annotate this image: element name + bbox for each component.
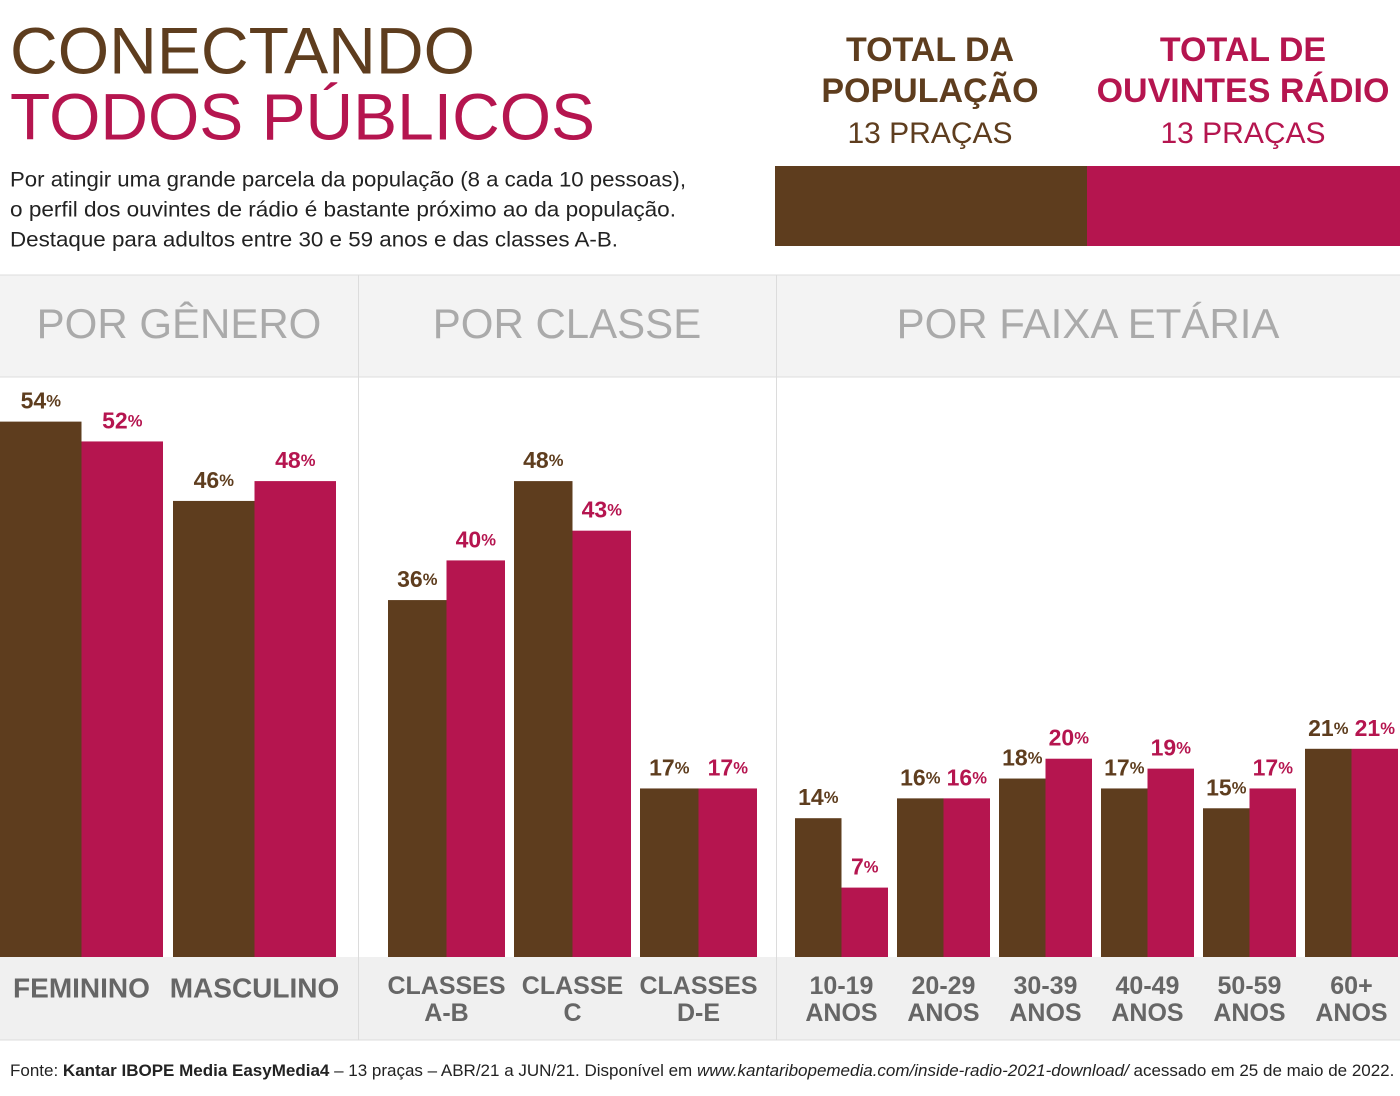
- bar: [446, 560, 505, 957]
- description: o perfil dos ouvintes de rádio é bastant…: [10, 199, 676, 222]
- value-label: 20%: [1049, 725, 1090, 751]
- bar: [1147, 768, 1194, 957]
- footer-part: acessado em 25 de maio de 2022.: [1129, 1061, 1395, 1080]
- value-label: 54%: [21, 388, 62, 414]
- bar: [1249, 788, 1296, 957]
- bar: [514, 481, 573, 957]
- value-label: 21%: [1355, 715, 1396, 741]
- value-label: 46%: [194, 467, 235, 493]
- bar: [173, 500, 255, 957]
- bar: [1101, 788, 1148, 957]
- legend-label: TOTAL DA: [846, 31, 1014, 69]
- value-label: 17%: [1253, 755, 1294, 781]
- x-tick-label: 50-59 ANOS: [1213, 972, 1285, 1027]
- footer-part: Fonte:: [10, 1061, 63, 1080]
- legend-swatch: [1087, 166, 1400, 246]
- value-label: 21%: [1308, 715, 1349, 741]
- footer: Fonte: Kantar IBOPE Media EasyMedia4 – 1…: [10, 1061, 1394, 1080]
- panel-title: POR CLASSE: [433, 300, 701, 347]
- description: Por atingir uma grande parcela da popula…: [10, 169, 686, 192]
- value-label: 19%: [1151, 735, 1192, 761]
- bar: [897, 798, 944, 957]
- bar: [795, 818, 842, 957]
- footer-part: www.kantaribopemedia.com/inside-radio-20…: [697, 1061, 1131, 1080]
- x-tick-label: 10-19 ANOS: [805, 972, 877, 1027]
- value-label: 43%: [582, 497, 623, 523]
- x-tick-label: 60+ ANOS: [1315, 972, 1387, 1027]
- bar: [1045, 758, 1092, 957]
- x-tick-label: 40-49 ANOS: [1111, 972, 1183, 1027]
- panel-title: POR GÊNERO: [37, 300, 322, 347]
- bar: [1351, 748, 1398, 957]
- bar: [0, 421, 82, 958]
- bar: [943, 798, 990, 957]
- value-label: 17%: [649, 755, 690, 781]
- bar: [254, 481, 336, 957]
- x-tick-label: CLASSES D-E: [639, 972, 757, 1027]
- legend-label: POPULAÇÃO: [821, 72, 1038, 110]
- value-label: 15%: [1206, 774, 1247, 800]
- value-label: 36%: [397, 566, 438, 592]
- value-label: 48%: [523, 447, 564, 473]
- section-header-band: [0, 275, 1400, 377]
- bar: [698, 788, 757, 957]
- value-label: 40%: [456, 526, 497, 552]
- legend-swatch: [775, 166, 1087, 246]
- x-tick-label: FEMININO: [13, 972, 150, 1003]
- panel-title: POR FAIXA ETÁRIA: [897, 300, 1280, 347]
- x-tick-label: MASCULINO: [170, 972, 340, 1003]
- value-label: 17%: [1104, 755, 1145, 781]
- bar: [81, 441, 163, 957]
- x-tick-label: 20-29 ANOS: [907, 972, 979, 1027]
- bar: [1203, 808, 1250, 957]
- value-label: 48%: [275, 447, 316, 473]
- value-label: 18%: [1002, 745, 1043, 771]
- description: Destaque para adultos entre 30 e 59 anos…: [10, 229, 618, 252]
- footer-part: Kantar IBOPE Media EasyMedia4: [63, 1061, 330, 1080]
- bar: [388, 600, 447, 957]
- value-label: 17%: [708, 755, 749, 781]
- legend-label: TOTAL DE: [1160, 31, 1326, 69]
- title: CONECTANDO: [10, 13, 475, 87]
- legend-subtitle: 13 PRAÇAS: [847, 117, 1012, 150]
- legend-subtitle: 13 PRAÇAS: [1160, 117, 1325, 150]
- footer-part: – 13 praças – ABR/21 a JUN/21. Disponíve…: [329, 1061, 697, 1080]
- category-band: [0, 957, 1400, 1040]
- x-tick-label: CLASSES A-B: [387, 972, 505, 1027]
- value-label: 14%: [798, 784, 839, 810]
- value-label: 52%: [102, 408, 143, 434]
- value-label: 16%: [947, 764, 988, 790]
- value-label: 7%: [851, 854, 879, 880]
- title: TODOS PÚBLICOS: [10, 79, 595, 153]
- bar: [999, 778, 1046, 957]
- bar: [640, 788, 699, 957]
- x-tick-label: CLASSE C: [522, 972, 623, 1027]
- legend-label: OUVINTES RÁDIO: [1097, 72, 1390, 110]
- x-tick-label: 30-39 ANOS: [1009, 972, 1081, 1027]
- bar: [841, 887, 888, 957]
- bar: [572, 530, 631, 957]
- value-label: 16%: [900, 764, 941, 790]
- bar: [1305, 748, 1352, 957]
